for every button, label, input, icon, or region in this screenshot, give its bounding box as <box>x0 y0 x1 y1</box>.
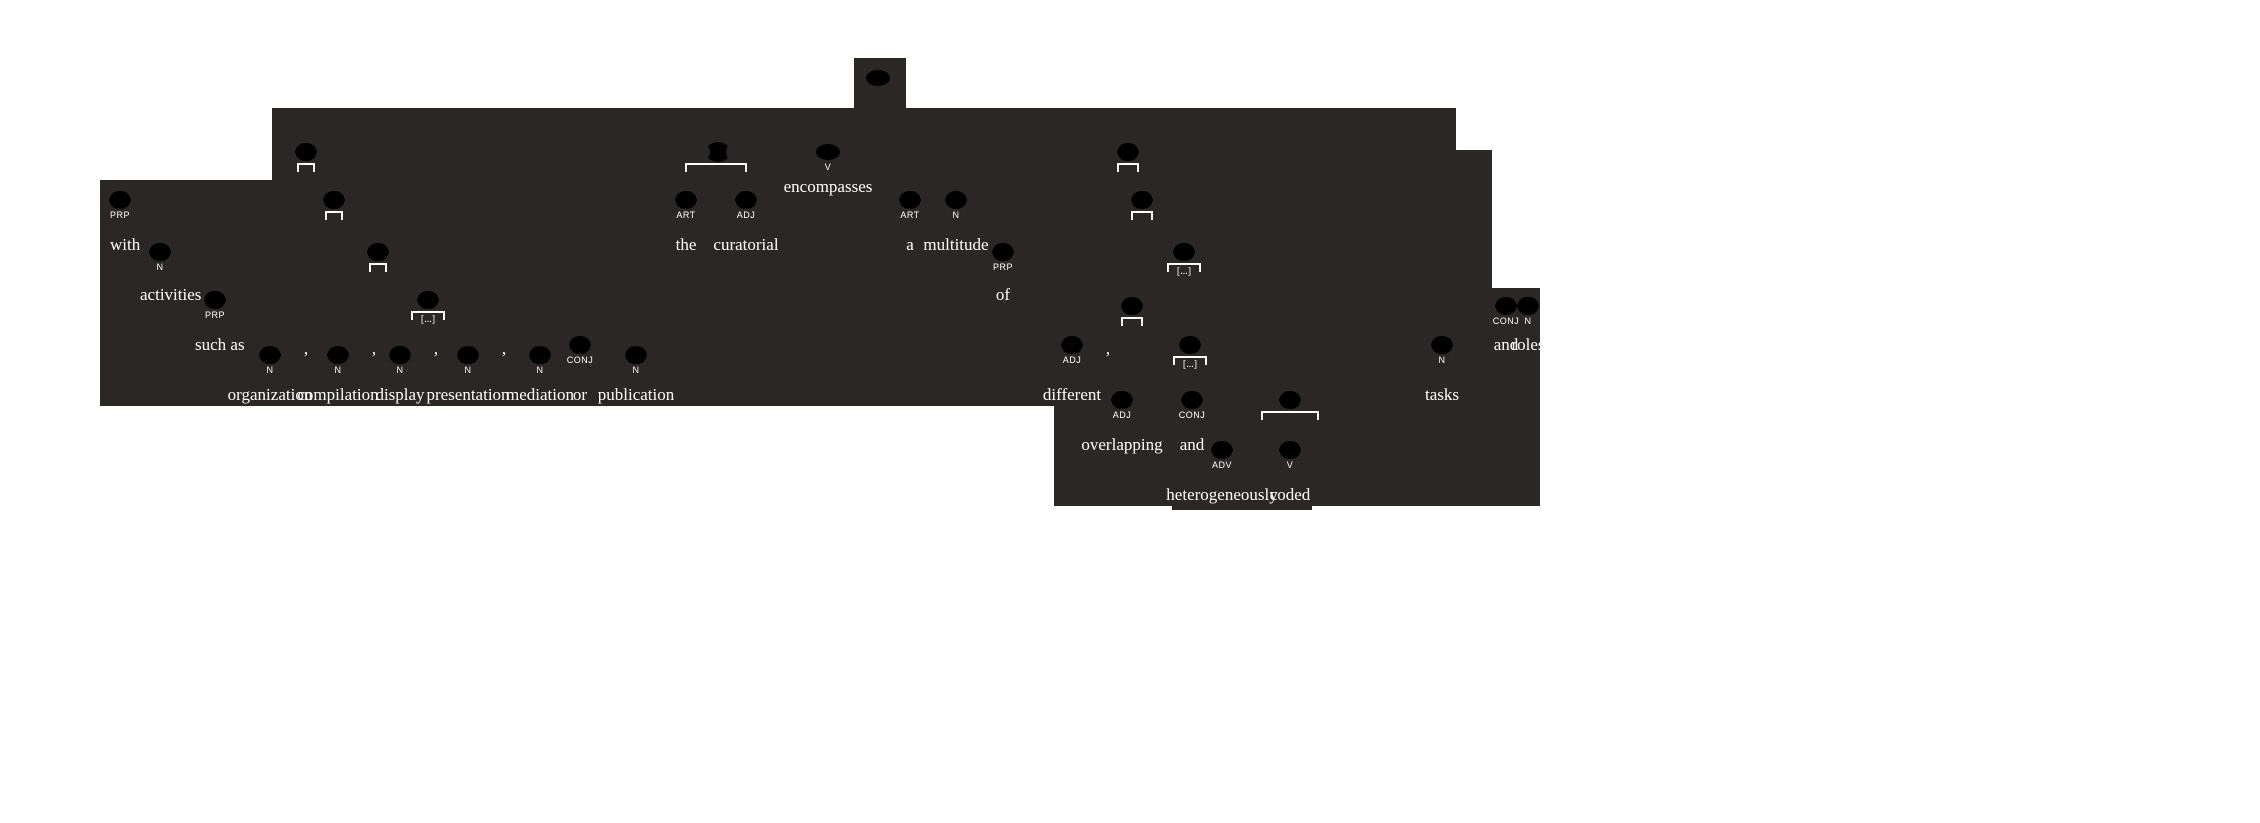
pos-tag: N <box>397 365 404 375</box>
word: publication <box>598 385 675 404</box>
word: a <box>906 235 914 254</box>
pos-tag: N <box>1439 355 1446 365</box>
word: with <box>110 235 141 254</box>
pos-tag: N <box>1525 316 1532 326</box>
svg-text:[...]: [...] <box>421 314 435 325</box>
background-shape <box>100 58 1540 510</box>
word: multitude <box>923 235 988 254</box>
pos-tag: N <box>157 262 164 272</box>
word: activities <box>140 285 201 304</box>
word: display <box>375 385 425 404</box>
word: , <box>1106 339 1110 358</box>
word: roles <box>1511 335 1544 354</box>
word: encompasses <box>784 177 873 196</box>
svg-text:[...]: [...] <box>1183 359 1197 370</box>
pos-tag: V <box>825 162 832 172</box>
pos-tag: CONJ <box>567 355 594 365</box>
pos-tag: CONJ <box>1179 410 1206 420</box>
word: heterogeneously <box>1166 485 1278 504</box>
pos-tag: N <box>267 365 274 375</box>
pos-tag: ART <box>676 210 695 220</box>
word: of <box>996 285 1011 304</box>
word: , <box>502 339 506 358</box>
pos-tag: PRP <box>205 310 225 320</box>
pos-tag: N <box>537 365 544 375</box>
pos-tag: CONJ <box>1493 316 1520 326</box>
word: coded <box>1270 485 1311 504</box>
word: curatorial <box>713 235 778 254</box>
word: , <box>304 339 308 358</box>
word: compilation <box>297 385 379 404</box>
word: such as <box>195 335 245 354</box>
pos-tag: ADJ <box>1063 355 1082 365</box>
word: presentation <box>426 385 510 404</box>
word: and <box>1180 435 1205 454</box>
pos-tag: N <box>633 365 640 375</box>
word: tasks <box>1425 385 1459 404</box>
word: , <box>434 339 438 358</box>
pos-tag: V <box>1287 460 1294 470</box>
word: or <box>573 385 588 404</box>
pos-tag: PRP <box>110 210 130 220</box>
word: overlapping <box>1081 435 1163 454</box>
word: the <box>676 235 697 254</box>
pos-tag: N <box>335 365 342 375</box>
pos-tag: ART <box>900 210 919 220</box>
word: different <box>1043 385 1101 404</box>
pos-tag: N <box>465 365 472 375</box>
svg-text:[...]: [...] <box>1177 266 1191 277</box>
pos-tag: ADV <box>1212 460 1232 470</box>
word: , <box>372 339 376 358</box>
pos-tag: N <box>953 210 960 220</box>
pos-tag: ADJ <box>737 210 756 220</box>
pos-tag: PRP <box>993 262 1013 272</box>
word: mediation <box>506 385 574 404</box>
pos-tag: ADJ <box>1113 410 1132 420</box>
